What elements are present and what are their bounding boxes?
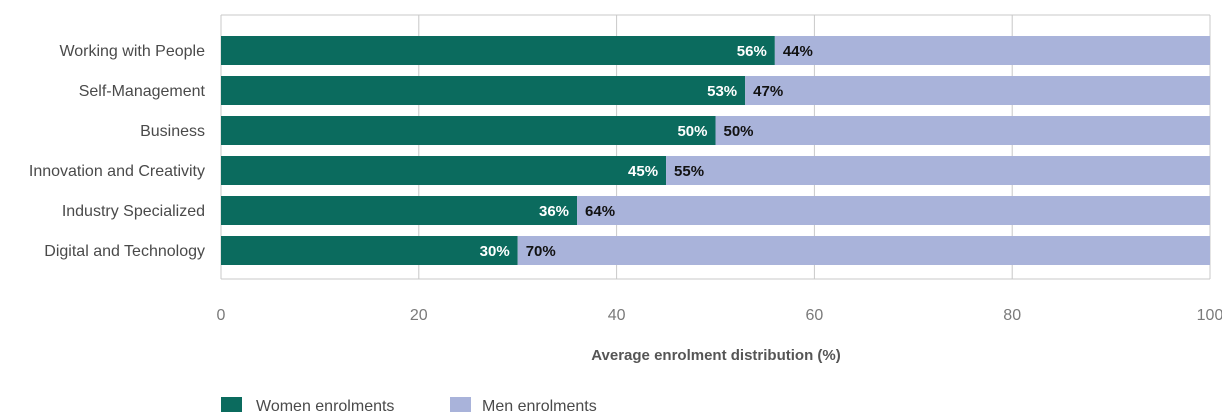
value-label-women: 53%: [707, 83, 737, 100]
bar-women: [221, 36, 775, 65]
bar-women: [221, 236, 518, 265]
bar-men: [715, 116, 1210, 145]
x-tick-label: 100: [1197, 307, 1222, 324]
category-label: Self-Management: [79, 83, 206, 100]
x-tick-label: 20: [410, 307, 428, 324]
value-label-men: 70%: [526, 243, 556, 260]
legend-label-men: Men enrolments: [482, 398, 597, 412]
value-label-men: 47%: [753, 83, 783, 100]
bar-women: [221, 156, 667, 185]
legend-swatch-women: [221, 397, 242, 412]
bar-women: [221, 116, 716, 145]
value-label-men: 64%: [585, 203, 615, 220]
bars: 56% 44% 53% 47% 50% 50% 45% 55% 36% 64% 30% 70%: [221, 36, 1210, 265]
x-axis-ticks: 0 20 40 60 80 100: [217, 307, 1222, 324]
category-label: Industry Specialized: [62, 203, 205, 220]
bar-women: [221, 76, 746, 105]
x-axis-title: Average enrolment distribution (%): [591, 347, 840, 364]
value-label-women: 36%: [539, 203, 569, 220]
x-tick-label: 60: [806, 307, 824, 324]
bar-men: [666, 156, 1210, 185]
x-tick-label: 0: [217, 307, 226, 324]
bar-men: [577, 196, 1210, 225]
category-label: Innovation and Creativity: [29, 163, 205, 180]
value-label-women: 50%: [677, 123, 707, 140]
x-tick-label: 80: [1003, 307, 1021, 324]
bar-men: [517, 236, 1210, 265]
legend-label-women: Women enrolments: [256, 398, 394, 412]
value-label-women: 30%: [480, 243, 510, 260]
bar-men: [774, 36, 1210, 65]
value-label-men: 50%: [724, 123, 754, 140]
category-label: Business: [140, 123, 205, 140]
value-label-women: 45%: [628, 163, 658, 180]
category-label: Working with People: [59, 43, 205, 60]
bar-women: [221, 196, 578, 225]
category-label: Digital and Technology: [44, 243, 205, 260]
value-label-men: 44%: [783, 43, 813, 60]
value-label-women: 56%: [737, 43, 767, 60]
legend-swatch-men: [450, 397, 471, 412]
value-label-men: 55%: [674, 163, 704, 180]
category-labels: Working with People Self-Management Busine…: [29, 43, 206, 260]
bar-men: [745, 76, 1210, 105]
x-tick-label: 40: [608, 307, 626, 324]
legend: Women enrolments Men enrolments: [221, 397, 597, 412]
